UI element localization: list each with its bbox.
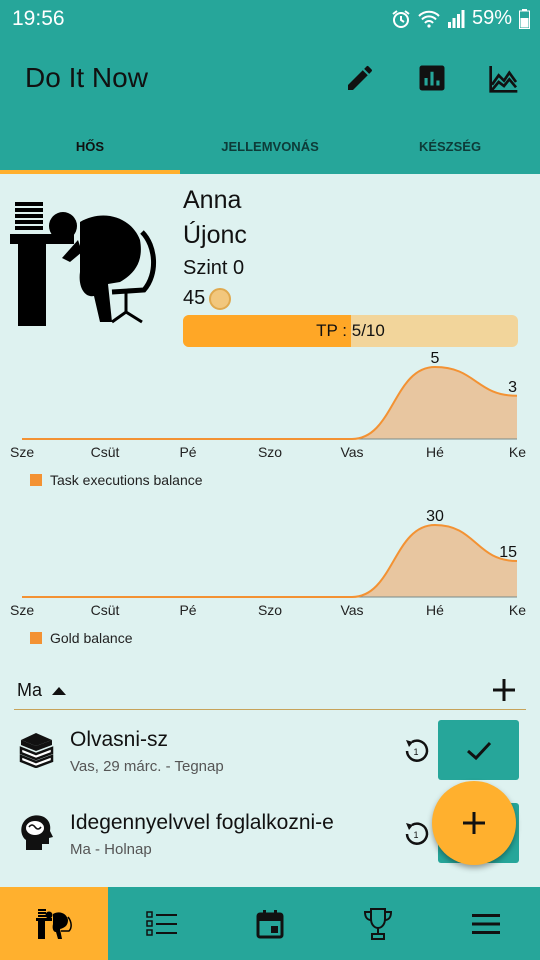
chart-data-label: 5 xyxy=(431,350,440,367)
gold-amount: 45 xyxy=(183,287,206,309)
add-plus-icon[interactable] xyxy=(490,676,518,704)
tab-skill[interactable]: KÉSZSÉG xyxy=(360,120,540,174)
legend-label: Task executions balance xyxy=(50,472,203,488)
status-bar: 19:56 59% xyxy=(0,0,540,38)
x-tick-label: Csüt xyxy=(91,444,120,460)
trophy-icon xyxy=(363,907,393,940)
app-bar: Do It Now xyxy=(0,38,540,120)
chart-data-label: 30 xyxy=(426,508,444,525)
x-tick-label: Sze xyxy=(10,602,34,618)
tp-progress-fill xyxy=(183,315,351,347)
svg-text:1: 1 xyxy=(413,830,418,840)
hero-avatar xyxy=(10,202,157,326)
tab-trait[interactable]: JELLEMVONÁS xyxy=(180,120,360,174)
tab-label: HŐS xyxy=(75,139,105,154)
x-tick-label: Sze xyxy=(10,444,34,460)
x-tick-label: Pé xyxy=(179,602,196,618)
tab-label: JELLEMVONÁS xyxy=(221,139,319,154)
hero-gold: 45 xyxy=(183,287,232,310)
repeat-icon: 1 xyxy=(405,739,429,762)
x-tick-label: Vas xyxy=(340,602,363,618)
sort-arrow-icon xyxy=(52,686,67,695)
hero-icon xyxy=(36,908,72,939)
app-title: Do It Now xyxy=(25,62,148,93)
svg-text:1: 1 xyxy=(413,747,418,757)
hero-rank: Újonc xyxy=(183,221,247,249)
legend-label: Gold balance xyxy=(50,630,133,646)
alarm-icon xyxy=(392,9,410,28)
plus-icon xyxy=(463,812,485,834)
x-tick-label: Szo xyxy=(258,602,282,618)
graph-button[interactable] xyxy=(486,60,522,96)
chart-legend: Gold balance xyxy=(30,630,133,646)
list-icon xyxy=(146,910,177,936)
list-divider xyxy=(14,709,526,710)
checkmark-icon xyxy=(466,741,491,761)
tab-hero[interactable]: HŐS xyxy=(0,120,180,174)
section-label: Ma xyxy=(17,680,43,700)
hero-name: Anna xyxy=(183,186,242,214)
repeat-icon: 1 xyxy=(405,822,429,845)
brain-head-icon xyxy=(21,815,53,850)
x-tick-label: Ke xyxy=(509,602,526,618)
battery-percentage: 59% xyxy=(471,7,512,29)
task-executions-chart: 5 3 Sze Csüt Pé Szo Vas Hé Ke xyxy=(10,350,526,460)
add-task-fab[interactable] xyxy=(432,781,516,865)
wifi-icon xyxy=(418,10,440,28)
statistics-button[interactable] xyxy=(414,60,450,96)
legend-swatch xyxy=(30,474,42,486)
legend-swatch xyxy=(30,632,42,644)
chart-series-line xyxy=(21,365,518,440)
x-tick-label: Ke xyxy=(509,444,526,460)
nav-hero[interactable] xyxy=(0,887,108,960)
pencil-icon xyxy=(348,65,373,90)
task-title: Idegennyelvvel foglalkozni-e xyxy=(70,811,334,834)
chart-area xyxy=(22,525,517,597)
coin-icon xyxy=(209,287,232,310)
complete-task-button[interactable] xyxy=(438,720,519,780)
tp-progress-bar: TP : 5/10 xyxy=(183,315,518,347)
x-tick-label: Vas xyxy=(340,444,363,460)
x-tick-label: Hé xyxy=(426,444,444,460)
status-time: 19:56 xyxy=(12,7,65,30)
day-sort-toggle[interactable]: Ma xyxy=(17,680,67,701)
nav-calendar[interactable] xyxy=(216,887,324,960)
tab-label: KÉSZSÉG xyxy=(418,139,482,154)
nav-menu[interactable] xyxy=(432,887,540,960)
calendar-icon xyxy=(256,909,284,938)
bar-chart-icon xyxy=(419,65,445,91)
line-chart-icon xyxy=(489,66,518,93)
chart-data-label: 3 xyxy=(508,379,517,396)
books-icon xyxy=(19,733,54,768)
task-subtitle: Vas, 29 márc. - Tegnap xyxy=(70,758,224,775)
task-subtitle: Ma - Holnap xyxy=(70,841,152,858)
battery-icon xyxy=(519,8,530,29)
x-tick-label: Csüt xyxy=(91,602,120,618)
nav-achievements[interactable] xyxy=(324,887,432,960)
x-tick-label: Hé xyxy=(426,602,444,618)
nav-tasks[interactable] xyxy=(108,887,216,960)
task-title: Olvasni-sz xyxy=(70,728,169,751)
tab-indicator xyxy=(0,170,180,174)
x-tick-label: Pé xyxy=(179,444,196,460)
gold-balance-chart: 30 15 Sze Csüt Pé Szo Vas Hé Ke xyxy=(10,508,526,618)
chart-data-label: 15 xyxy=(499,544,517,561)
bottom-navigation xyxy=(0,887,540,960)
x-tick-label: Szo xyxy=(258,444,282,460)
hero-level: Szint 0 xyxy=(183,257,245,279)
chart-legend: Task executions balance xyxy=(30,472,203,488)
tp-progress-text: TP : 5/10 xyxy=(316,321,385,340)
signal-icon xyxy=(447,9,465,28)
chart-area xyxy=(22,367,517,439)
edit-button[interactable] xyxy=(342,60,378,96)
chart-series-line xyxy=(21,523,518,598)
menu-icon xyxy=(472,913,500,934)
tab-bar: HŐS JELLEMVONÁS KÉSZSÉG xyxy=(0,120,540,174)
